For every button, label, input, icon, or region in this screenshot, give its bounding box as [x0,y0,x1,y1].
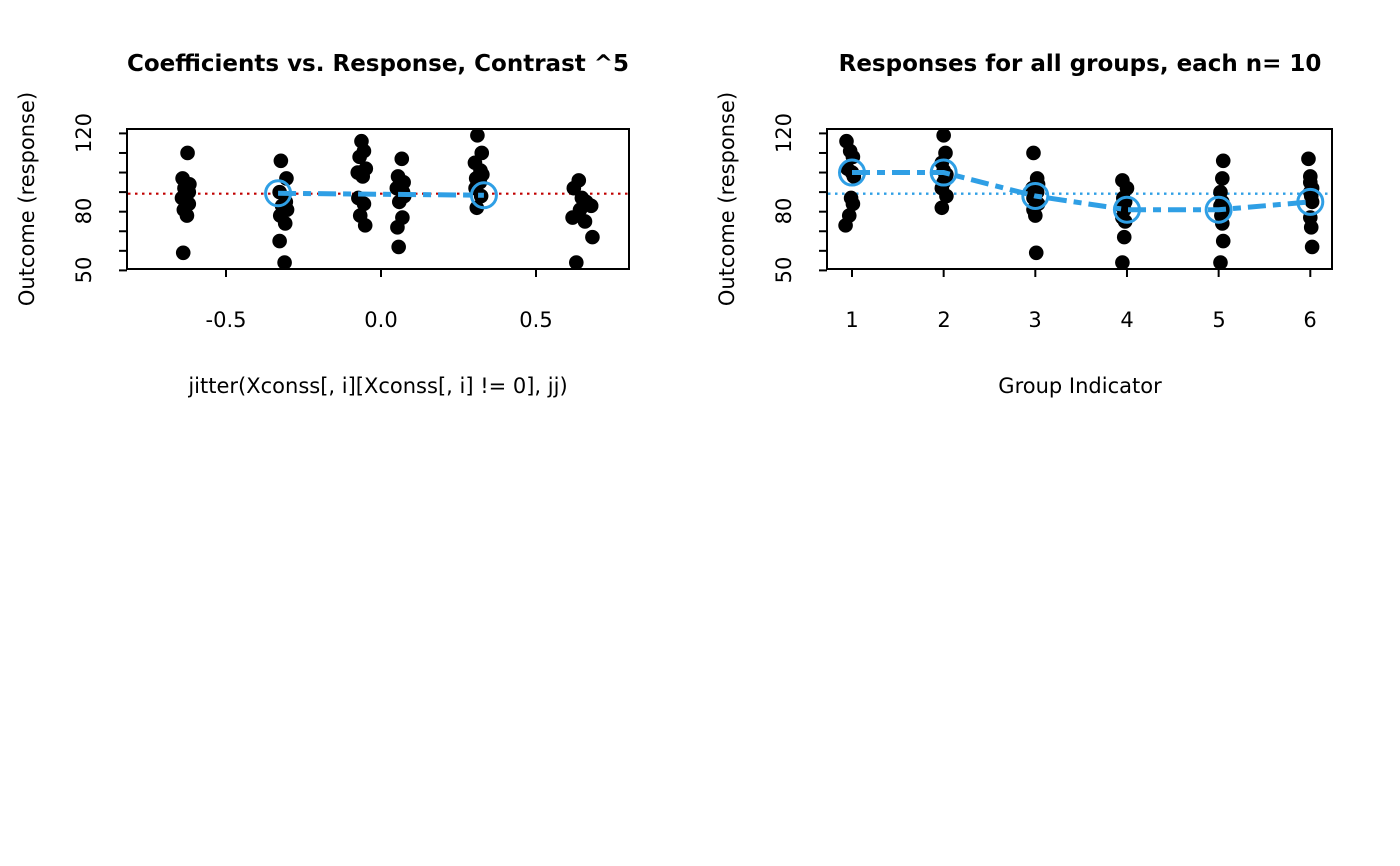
data-point [1215,153,1231,169]
data-point [394,151,410,167]
group-mean-circle [1021,182,1050,211]
data-point [470,128,485,143]
data-point [355,169,371,184]
left-y-tick-label-50: 50 [72,256,96,284]
data-point [1115,255,1130,270]
left-x-tick-label: -0.5 [205,308,247,332]
data-point [1028,245,1044,261]
right-y-tick-label-50: 50 [772,256,796,284]
data-point [390,220,405,235]
right-x-tick-label: 1 [845,308,859,332]
data-point [1116,229,1132,245]
data-point [175,245,191,261]
data-point [357,218,373,233]
data-point [1026,145,1041,161]
left-x-tick-label: 0.5 [519,308,553,332]
fit-endpoint-circle [469,181,498,210]
data-point [1028,208,1043,223]
data-point [838,218,853,233]
group-means-line [852,170,1311,213]
data-point [569,255,584,270]
right-x-tick-label: 6 [1303,308,1317,332]
right-x-tick-label: 5 [1212,308,1226,332]
left-y-tick-label-80: 80 [72,197,96,225]
fit-endpoint-circle [264,179,293,208]
data-point [565,210,580,225]
left-fit-line [278,190,484,198]
data-point [272,233,287,249]
data-point [939,188,954,204]
right-plot-title: Responses for all groups, each n= 10 [838,51,1322,77]
group-mean-circle [1112,195,1141,224]
right-x-axis-label: Group Indicator [998,374,1162,398]
data-point [1213,255,1228,270]
right-plot-box [826,128,1333,270]
data-point [273,153,289,169]
group-mean-circle [929,158,958,187]
left-x-axis-label: jitter(Xconss[, i][Xconss[, i] != 0], jj… [188,374,568,398]
group-mean-circle [1204,195,1233,224]
data-point [391,239,406,255]
right-x-tick-label: 2 [937,308,951,332]
data-point [936,128,951,143]
data-point [566,180,582,196]
data-point [391,194,407,210]
left-plot-area [119,128,630,277]
data-point [934,200,950,216]
right-x-tick-label: 3 [1028,308,1042,332]
group-mean-circle [838,158,866,187]
right-y-axis-label: Outcome (response) [715,91,739,307]
left-plot-title: Coefficients vs. Response, Contrast ^5 [126,51,630,77]
data-point [1304,194,1320,210]
data-point [180,145,195,161]
left-x-tick-label: 0.0 [364,308,398,332]
data-point [1215,233,1231,249]
data-point [179,208,195,223]
data-point [1215,171,1230,186]
right-y-tick-label-80: 80 [772,197,796,225]
data-point [277,255,292,270]
left-y-axis-label: Outcome (response) [15,91,39,307]
data-point [845,196,861,212]
data-point [277,216,293,231]
data-point [352,149,367,165]
data-point [585,229,600,245]
data-point [1304,239,1320,255]
right-y-tick-label-120: 120 [772,112,796,154]
data-point [583,198,599,214]
data-point [577,214,593,229]
right-x-tick-label: 4 [1120,308,1134,332]
right-plot-area [819,128,1333,277]
group-mean-circle [1296,187,1325,216]
data-point [1301,151,1316,167]
left-y-tick-label-120: 120 [72,112,96,154]
data-point [356,196,372,212]
data-point [1303,220,1319,235]
left-plot-box [126,128,630,270]
